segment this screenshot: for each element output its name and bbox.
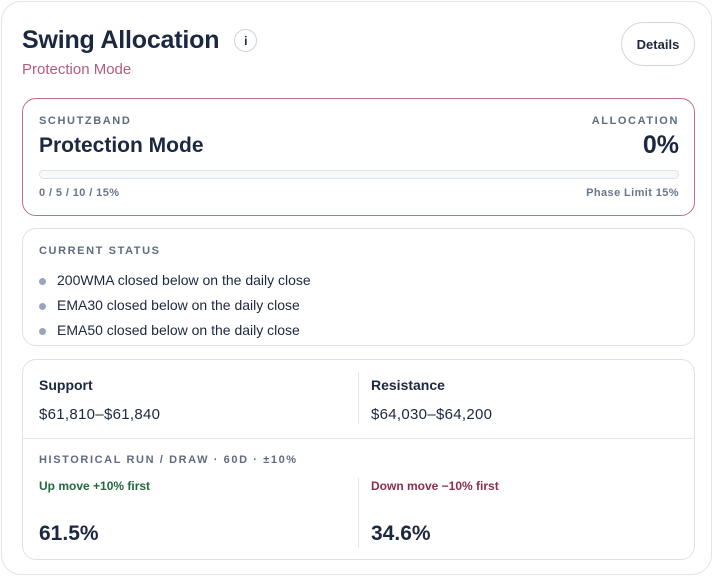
list-item: EMA50 closed below on the daily close [39, 317, 311, 342]
up-move-label: Up move +10% first [39, 479, 151, 493]
schutzband-caption: SCHUTZBAND [39, 115, 132, 127]
resistance-value: $64,030–$64,200 [371, 406, 493, 423]
title-row: Swing Allocation i [22, 26, 258, 55]
resistance-label: Resistance [371, 377, 445, 393]
bullet-icon [39, 327, 46, 335]
support-label: Support [39, 377, 93, 393]
info-icon[interactable]: i [234, 29, 258, 52]
mode-title: Protection Mode [39, 134, 204, 157]
details-button[interactable]: Details [621, 22, 695, 66]
list-item: EMA30 closed below on the daily close [39, 292, 311, 317]
allocation-caption: ALLOCATION [591, 115, 679, 127]
up-move-value: 61.5% [39, 522, 99, 545]
page-title: Swing Allocation [22, 26, 220, 54]
allocation-value: 0% [642, 131, 679, 159]
status-text: EMA50 closed below on the daily close [57, 321, 300, 338]
status-text: EMA30 closed below on the daily close [57, 296, 300, 313]
status-text: 200WMA closed below on the daily close [57, 271, 311, 288]
bullet-icon [39, 302, 46, 310]
down-move-label: Down move −10% first [371, 479, 499, 493]
status-list: 200WMA closed below on the daily close E… [39, 267, 311, 342]
schutzband-panel: SCHUTZBAND ALLOCATION Protection Mode 0%… [22, 98, 695, 216]
list-item: 200WMA closed below on the daily close [39, 267, 311, 292]
allocation-steps: 0 / 5 / 10 / 15% [39, 187, 120, 199]
current-status-caption: CURRENT STATUS [39, 245, 161, 257]
divider [358, 372, 359, 424]
current-status-panel: CURRENT STATUS 200WMA closed below on th… [22, 228, 695, 346]
bullet-icon [39, 277, 46, 285]
mode-subtitle: Protection Mode [22, 61, 132, 78]
phase-limit: Phase Limit 15% [586, 187, 679, 199]
divider [23, 438, 694, 439]
levels-panel: Support $61,810–$61,840 Resistance $64,0… [22, 359, 695, 560]
down-move-value: 34.6% [371, 522, 431, 545]
support-value: $61,810–$61,840 [39, 406, 161, 423]
divider [358, 478, 359, 548]
historical-caption: HISTORICAL RUN / DRAW · 60D · ±10% [39, 454, 298, 466]
allocation-progress-bar [39, 170, 679, 179]
